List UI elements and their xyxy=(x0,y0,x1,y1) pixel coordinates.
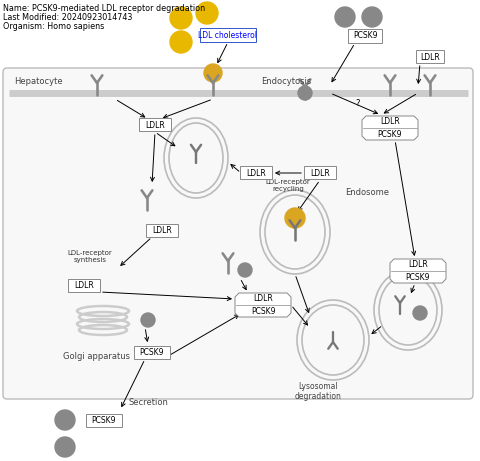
Circle shape xyxy=(298,86,312,100)
Text: LDL cholesterol: LDL cholesterol xyxy=(199,30,257,40)
Text: Golgi apparatus: Golgi apparatus xyxy=(63,352,130,361)
Text: LDLR: LDLR xyxy=(408,260,428,269)
Text: Lysosomal
degradation: Lysosomal degradation xyxy=(295,382,341,402)
Text: Name: PCSK9-mediated LDL receptor degradation: Name: PCSK9-mediated LDL receptor degrad… xyxy=(3,4,205,13)
Circle shape xyxy=(362,7,382,27)
Circle shape xyxy=(170,7,192,29)
FancyBboxPatch shape xyxy=(304,166,336,179)
Text: PCSK9: PCSK9 xyxy=(378,130,402,139)
Text: LDL-receptor
synthesis: LDL-receptor synthesis xyxy=(68,250,112,263)
Text: Endocytosis: Endocytosis xyxy=(261,77,311,86)
Circle shape xyxy=(413,306,427,320)
Circle shape xyxy=(285,208,305,228)
Text: LDLR: LDLR xyxy=(253,294,273,303)
Polygon shape xyxy=(362,116,418,140)
FancyBboxPatch shape xyxy=(146,224,178,236)
Text: LDLR: LDLR xyxy=(380,117,400,126)
Text: Secretion: Secretion xyxy=(128,398,168,407)
Text: LDLR: LDLR xyxy=(310,169,330,177)
FancyBboxPatch shape xyxy=(240,166,272,179)
Circle shape xyxy=(141,313,155,327)
Text: PCSK9: PCSK9 xyxy=(92,415,116,425)
Text: LDLR: LDLR xyxy=(420,53,440,61)
Text: Organism: Homo sapiens: Organism: Homo sapiens xyxy=(3,22,104,31)
FancyBboxPatch shape xyxy=(68,278,100,291)
Circle shape xyxy=(170,31,192,53)
Text: LDLR: LDLR xyxy=(145,120,165,130)
Text: PCSK9: PCSK9 xyxy=(406,273,430,282)
Text: PCSK9: PCSK9 xyxy=(251,307,275,316)
Text: ?: ? xyxy=(356,99,360,107)
Circle shape xyxy=(238,263,252,277)
Circle shape xyxy=(55,437,75,457)
Text: Endosome: Endosome xyxy=(345,188,389,197)
FancyBboxPatch shape xyxy=(348,29,382,43)
FancyBboxPatch shape xyxy=(200,28,256,42)
Text: LDLR: LDLR xyxy=(246,169,266,177)
Text: Hepatocyte: Hepatocyte xyxy=(14,77,62,86)
Text: LDL-receptor
recycling: LDL-receptor recycling xyxy=(265,179,311,192)
Polygon shape xyxy=(390,259,446,283)
Text: PCSK9: PCSK9 xyxy=(140,348,164,356)
Circle shape xyxy=(196,2,218,24)
Circle shape xyxy=(204,64,222,82)
FancyBboxPatch shape xyxy=(86,414,122,426)
Circle shape xyxy=(55,410,75,430)
Text: PCSK9: PCSK9 xyxy=(353,31,377,41)
Text: LDLR: LDLR xyxy=(74,280,94,290)
FancyBboxPatch shape xyxy=(3,68,473,399)
Polygon shape xyxy=(235,293,291,317)
FancyBboxPatch shape xyxy=(416,51,444,64)
Text: LDLR: LDLR xyxy=(152,225,172,235)
Text: Last Modified: 20240923014743: Last Modified: 20240923014743 xyxy=(3,13,132,22)
FancyBboxPatch shape xyxy=(139,118,171,131)
Circle shape xyxy=(335,7,355,27)
FancyBboxPatch shape xyxy=(134,345,170,359)
